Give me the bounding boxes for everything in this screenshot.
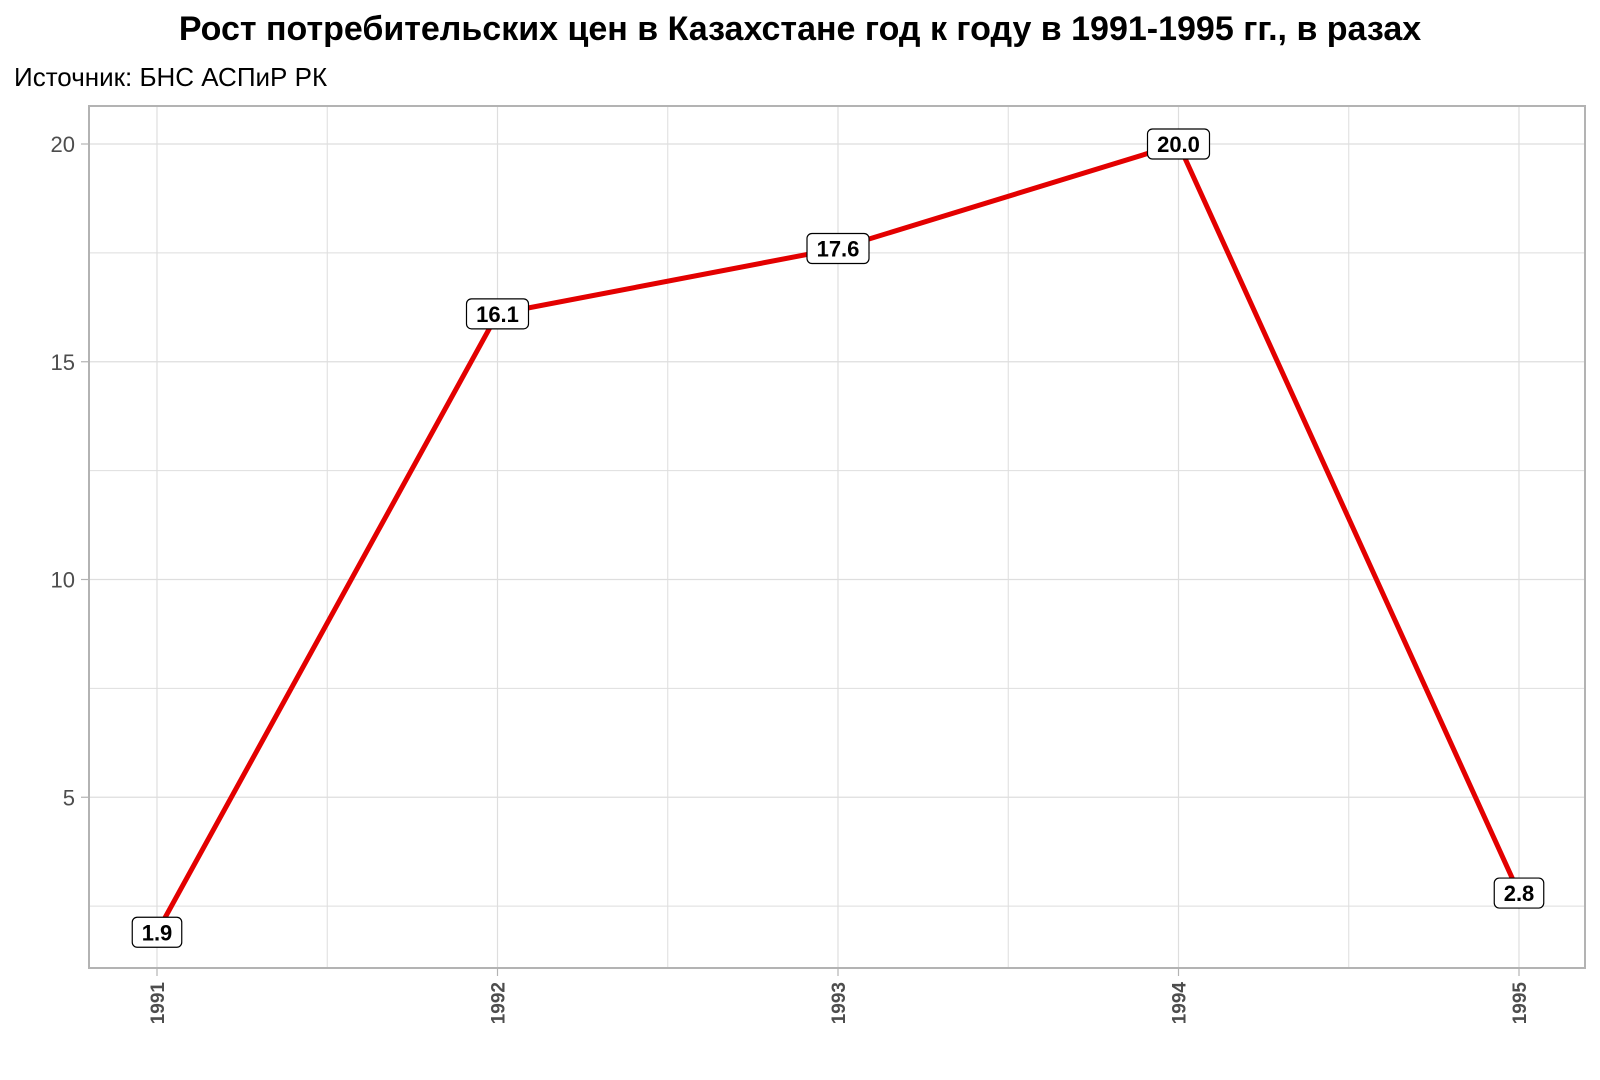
svg-text:2.8: 2.8: [1504, 881, 1535, 906]
y-tick-label: 10: [51, 568, 75, 593]
x-tick-label: 1991: [148, 982, 169, 1025]
chart-title: Рост потребительских цен в Казахстане го…: [178, 10, 1422, 48]
y-tick-label: 15: [51, 350, 75, 375]
data-labels: 1.9 16.1 17.6 20.0 2.8: [131, 128, 1545, 948]
y-tick-label: 20: [51, 132, 75, 157]
y-axis: 5 10 15 20: [51, 132, 89, 810]
chart-subtitle: Источник: БНС АСПиР РК: [14, 62, 328, 92]
x-tick-label: 1995: [1510, 982, 1531, 1025]
grid-minor: [89, 106, 1585, 968]
data-label: 17.6: [806, 232, 870, 265]
y-tick-label: 5: [63, 785, 75, 810]
data-label: 20.0: [1146, 128, 1211, 160]
data-label: 16.1: [465, 298, 530, 330]
svg-text:17.6: 17.6: [817, 237, 860, 262]
svg-text:20.0: 20.0: [1157, 132, 1200, 157]
svg-text:16.1: 16.1: [476, 302, 519, 327]
x-tick-label: 1994: [1170, 982, 1191, 1025]
x-tick-label: 1993: [829, 982, 850, 1024]
svg-text:1.9: 1.9: [142, 920, 173, 945]
plot-panel-border: [88, 105, 1586, 969]
data-label: 2.8: [1493, 877, 1545, 909]
x-axis: 1991 1992 1993 1994 1995: [148, 968, 1531, 1024]
data-label: 1.9: [131, 916, 183, 948]
x-tick-label: 1992: [489, 982, 510, 1024]
